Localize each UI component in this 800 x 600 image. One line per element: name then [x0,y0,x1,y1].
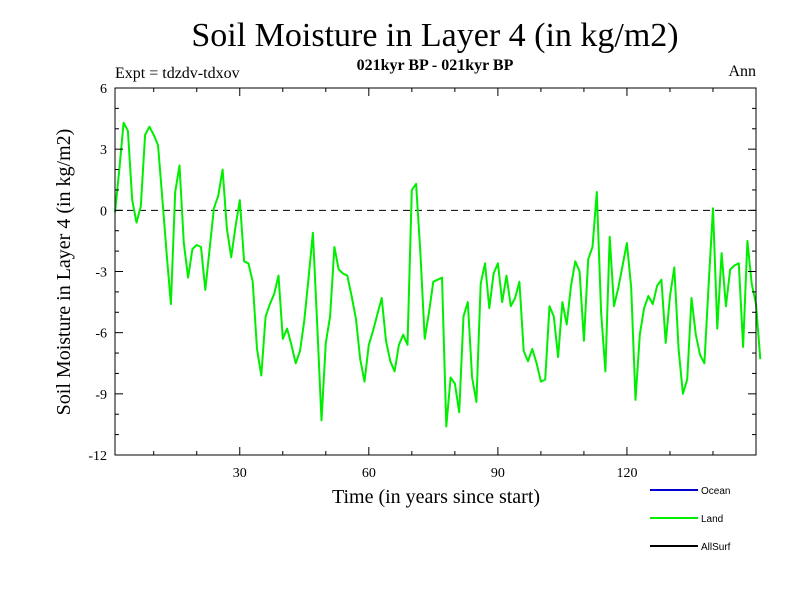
x-tick-label: 60 [362,466,376,481]
chart-subtitle: 021kyr BP - 021kyr BP [357,57,514,74]
legend-label-ocean: Ocean [701,486,730,497]
period-label: Ann [728,63,756,80]
y-tick-label: -3 [95,266,107,281]
y-tick-label: 3 [100,143,107,158]
plot-area: -12 -9 -6 -3 0 3 6 30 60 90 120 [88,82,762,481]
x-tick-label: 30 [233,466,247,481]
chart-title: Soil Moisture in Layer 4 (in kg/m2) [191,17,678,54]
plot-frame [114,87,757,456]
legend: Ocean Land AllSurf [650,486,731,553]
y-axis-label: Soil Moisture in Layer 4 (in kg/m2) [53,129,75,416]
y-tick-label: -12 [88,449,107,464]
x-tick-label: 120 [616,466,637,481]
y-tick-label: 6 [100,82,107,97]
y-tick-label: 0 [100,204,107,219]
legend-label-allsurf: AllSurf [701,542,731,553]
y-tick-label: -9 [95,388,107,403]
x-tick-label: 90 [491,466,505,481]
x-axis-label: Time (in years since start) [332,486,540,508]
y-tick-label: -6 [95,327,107,342]
experiment-label: Expt = tdzdv-tdxov [115,65,240,82]
legend-label-land: Land [701,514,723,525]
series-line-land [114,121,762,428]
